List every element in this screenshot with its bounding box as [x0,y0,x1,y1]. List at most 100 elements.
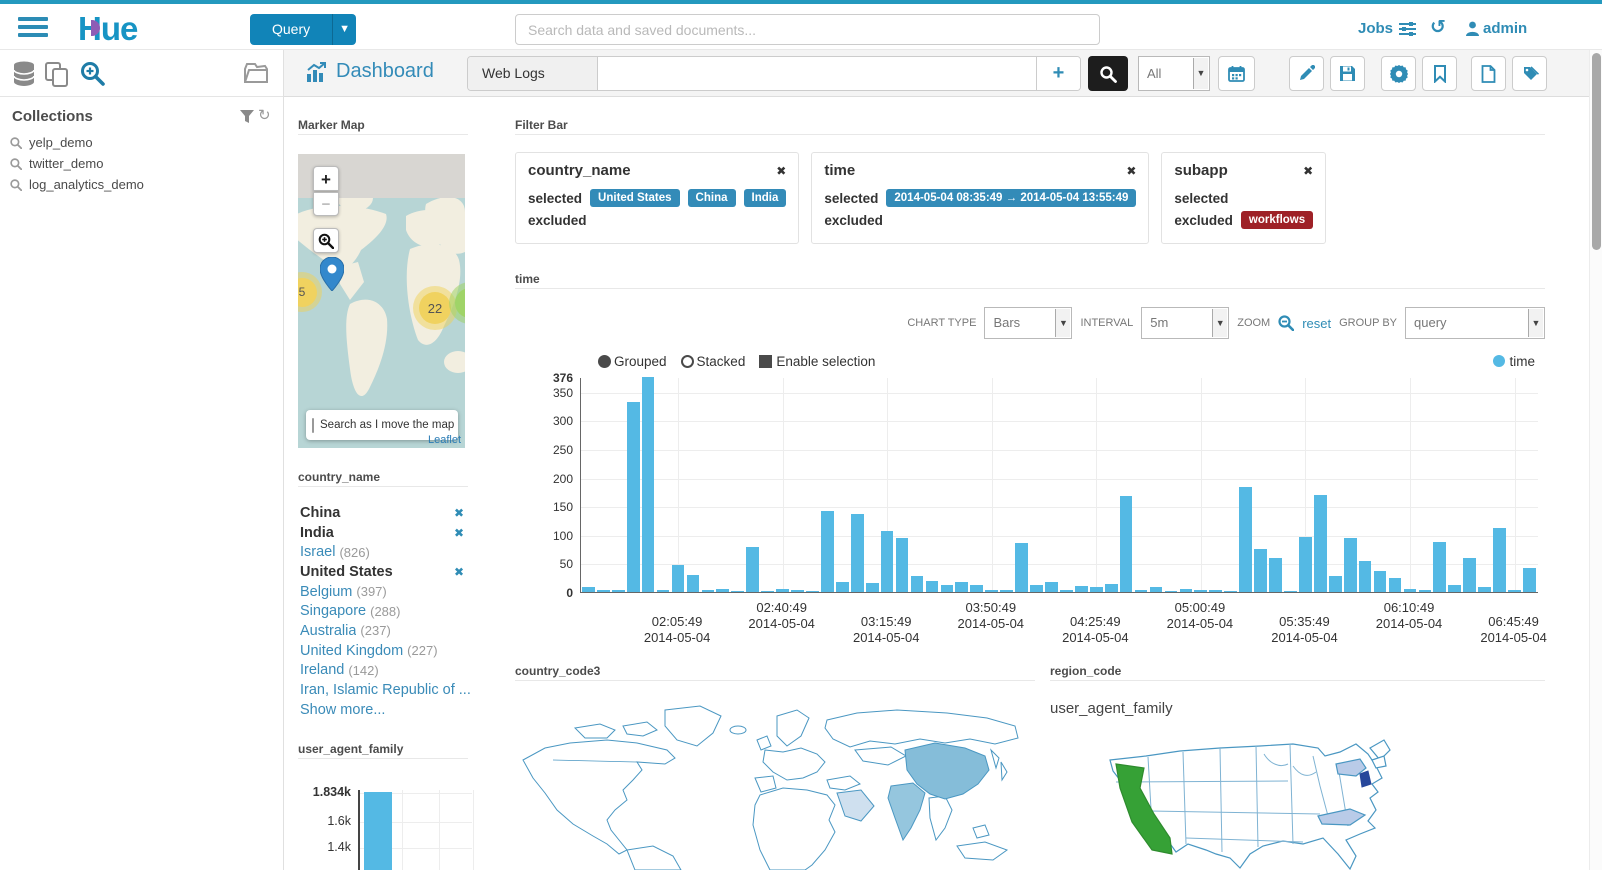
pencil-icon [1300,65,1315,80]
enable-selection-checkbox[interactable]: Enable selection [759,354,875,369]
time-bar [850,513,864,592]
query-caret-icon[interactable]: ▼ [332,14,357,45]
save-dashboard-button[interactable] [1330,56,1365,91]
legend-item-time[interactable]: time [1493,354,1535,369]
time-bar [1433,542,1447,592]
group-by-select[interactable]: query ▼ [1405,307,1545,339]
divider [515,134,1545,135]
search-icon [10,178,22,191]
user-menu[interactable]: admin [1466,20,1527,37]
history-icon[interactable]: ↺ [1430,17,1446,38]
global-search-input[interactable] [515,14,1100,45]
settings-button[interactable] [1381,56,1416,91]
facet-value-link[interactable]: Belgium [300,583,353,600]
folder-icon[interactable] [243,61,269,86]
us-states-map[interactable] [1088,726,1418,870]
facet-value-link[interactable]: Israel [300,544,336,561]
hue-logo[interactable]: Hue [78,10,138,47]
magnifier-minus-icon[interactable] [1278,315,1295,331]
x-tick-label: 02:05:49 2014-05-04 [643,614,711,645]
bookmark-button[interactable] [1422,56,1457,91]
filter-field-name: time [824,162,856,179]
facet-value-link[interactable]: Ireland [300,662,345,679]
close-icon[interactable]: ✖ [776,163,787,178]
scrollbar-thumb[interactable] [1592,53,1601,250]
filter-value-tag[interactable]: China [687,189,736,207]
filter-value-tag[interactable]: workflows [1240,211,1314,229]
facet-value-link[interactable]: China [300,504,341,521]
facet-value-link[interactable]: United Kingdom [300,642,404,659]
time-bar-chart[interactable] [580,377,1538,593]
facet-value-link[interactable]: Singapore [300,603,367,620]
filter-value-tag[interactable]: United States [590,189,680,207]
country-code3-title: country_code3 [515,664,601,678]
collection-item[interactable]: yelp_demo [10,132,270,153]
close-icon[interactable]: ✖ [1303,163,1314,178]
map-zoom-in-button[interactable]: + [313,166,339,191]
stacked-radio[interactable]: Stacked [680,354,745,369]
map-pin-marker[interactable] [320,257,344,291]
interval-select[interactable]: 5m ▼ [1141,307,1230,339]
time-bar [835,581,849,592]
facet-value-link[interactable]: Australia [300,622,357,639]
search-as-move-checkbox[interactable] [312,417,314,433]
y-tick-label: 0 [566,586,573,600]
marker-map[interactable]: + − 5 22 2 Search as I move the map L [298,154,465,448]
filter-value-tag[interactable]: India [743,189,787,207]
search-zoom-icon-active[interactable] [80,61,106,87]
dashboard-query-input[interactable] [598,57,1036,90]
gridline [1200,378,1202,592]
new-document-button[interactable] [1471,56,1506,91]
zoom-reset-link[interactable]: reset [1302,315,1332,331]
leaflet-attribution-link[interactable]: Leaflet [427,434,461,446]
collection-item[interactable]: log_analytics_demo [10,174,270,195]
execute-search-button[interactable] [1088,56,1128,91]
database-icon[interactable] [12,61,36,87]
facet-show-more-link[interactable]: Show more... [300,701,386,718]
tags-button[interactable] [1512,56,1547,91]
uaf-bar-chart[interactable] [358,790,474,870]
grouped-radio[interactable]: Grouped [598,354,667,369]
facet-item: Australia (237) [300,621,470,641]
chart-type-select[interactable]: Bars ▼ [984,307,1073,339]
facet-value-link[interactable]: Iran, Islamic Republic of ... [300,682,470,699]
edit-dashboard-button[interactable] [1289,56,1324,91]
jobs-link[interactable]: Jobs [1358,20,1417,37]
selected-label: selected [824,190,879,206]
facet-value-link[interactable]: India [300,524,334,541]
gridline [581,564,1538,566]
collection-name-addon[interactable]: Web Logs [468,57,598,90]
y-tick-label: 200 [552,471,573,486]
remove-facet-icon[interactable]: ✖ [453,525,464,540]
add-query-button[interactable]: + [1036,57,1080,90]
filter-funnel-icon[interactable] [240,110,254,123]
time-range-button[interactable] [1218,56,1255,91]
hamburger-menu-icon[interactable] [18,17,48,40]
gridline [581,450,1538,452]
map-cluster[interactable]: 2 [449,282,465,324]
remove-facet-icon[interactable]: ✖ [453,505,464,520]
world-gradient-map[interactable] [515,698,1020,870]
collection-item[interactable]: twitter_demo [10,153,270,174]
user-agent-family-title: user_agent_family [298,742,404,756]
close-icon[interactable]: ✖ [1126,163,1137,178]
time-bar [1134,589,1148,592]
time-bar [1523,567,1536,592]
scope-select[interactable]: All ▼ [1138,56,1210,91]
remove-facet-icon[interactable]: ✖ [453,564,464,579]
documents-icon[interactable] [44,61,70,87]
search-icon [10,136,22,149]
refresh-icon[interactable]: ↻ [258,107,271,124]
facet-item: China ✖ [300,503,470,523]
time-bar [1000,589,1013,592]
gridline [581,478,1538,480]
x-tick-label: 04:25:49 2014-05-04 [1062,614,1129,645]
filter-value-tag[interactable]: 2014-05-04 08:35:49 → 2014-05-04 13:55:4… [886,189,1137,207]
map-zoom-select-button[interactable] [313,228,339,253]
facet-value-link[interactable]: United States [300,563,393,580]
chevron-down-icon: ▼ [1528,309,1543,337]
map-zoom-out-button[interactable]: − [313,192,339,216]
x-tick-label: 03:15:49 2014-05-04 [852,614,920,645]
query-button[interactable]: Query ▼ [250,14,357,45]
time-chart-controls: CHART TYPE Bars ▼ INTERVAL 5m ▼ ZOOM res… [515,306,1545,340]
